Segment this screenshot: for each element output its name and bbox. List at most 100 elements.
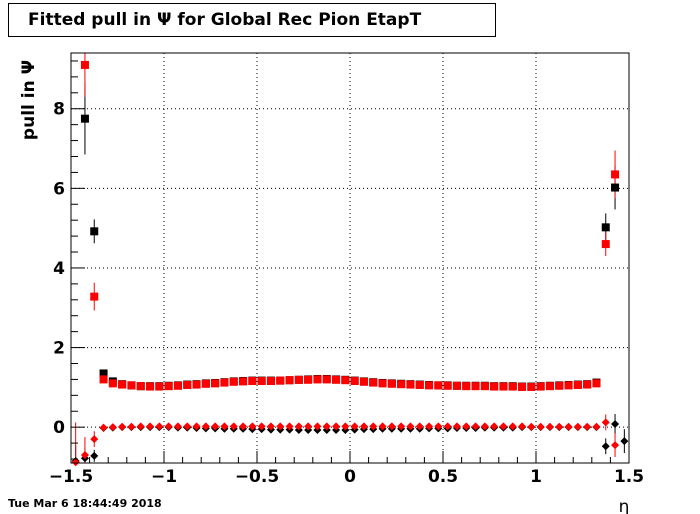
data-point-square <box>573 380 582 389</box>
data-point-diamond <box>183 422 192 431</box>
data-point-square <box>350 377 359 385</box>
data-point-square <box>592 379 601 388</box>
data-point-square <box>462 382 471 391</box>
data-point-square <box>425 381 434 390</box>
data-point-diamond <box>294 422 303 431</box>
data-point-square <box>164 382 173 391</box>
data-point-square <box>201 379 210 388</box>
data-point-diamond <box>583 422 592 431</box>
data-point-square <box>229 377 238 386</box>
data-point-diamond <box>322 422 331 431</box>
data-point-diamond <box>239 422 248 431</box>
data-point-square <box>99 375 108 384</box>
data-point-square <box>136 382 145 391</box>
data-point-diamond <box>564 422 573 431</box>
data-point-diamond <box>127 422 136 431</box>
data-point-diamond <box>536 422 545 431</box>
data-point-square <box>499 382 508 391</box>
data-point-diamond <box>341 422 350 431</box>
x-tick-label: −1 <box>151 467 177 487</box>
data-point-diamond <box>611 419 620 428</box>
data-point-square <box>378 379 387 388</box>
data-point-diamond <box>573 422 582 431</box>
data-point-diamond <box>397 422 406 431</box>
y-tick-label: 6 <box>53 179 65 199</box>
data-point-diamond <box>350 422 359 431</box>
data-point-square <box>248 377 257 385</box>
data-point-square <box>369 378 378 387</box>
y-tick-label: 4 <box>53 259 65 279</box>
data-point-diamond <box>173 422 182 431</box>
data-point-square <box>471 382 480 391</box>
data-points <box>71 60 629 467</box>
data-point-diamond <box>71 458 80 467</box>
data-point-square <box>555 381 564 390</box>
data-point-diamond <box>155 422 164 431</box>
y-tick-label: 2 <box>53 339 65 359</box>
data-point-square <box>294 375 303 384</box>
data-point-square <box>545 382 554 391</box>
timestamp: Tue Mar 6 18:44:49 2018 <box>8 497 162 510</box>
data-point-square <box>415 380 424 389</box>
data-point-diamond <box>387 422 396 431</box>
data-point-diamond <box>257 422 266 431</box>
data-point-square <box>239 377 248 386</box>
data-point-diamond <box>108 423 117 432</box>
data-point-square <box>406 380 415 389</box>
data-point-square <box>118 380 127 389</box>
data-point-diamond <box>620 437 629 446</box>
data-point-diamond <box>499 422 508 431</box>
data-point-square <box>90 292 99 301</box>
data-point-diamond <box>471 422 480 431</box>
x-tick-label: 1 <box>530 467 542 487</box>
data-point-square <box>99 369 108 378</box>
data-point-diamond <box>248 422 257 431</box>
data-point-diamond <box>80 451 89 460</box>
data-point-diamond <box>518 422 527 431</box>
data-point-diamond <box>369 422 378 431</box>
data-point-square <box>359 377 368 386</box>
data-point-square <box>443 381 452 390</box>
data-point-square <box>220 378 229 387</box>
x-axis-label: η <box>619 497 630 514</box>
data-point-diamond <box>462 422 471 431</box>
data-point-square <box>387 379 396 388</box>
data-point-square <box>127 381 136 390</box>
data-point-diamond <box>490 422 499 431</box>
data-point-square <box>452 381 461 390</box>
data-point-diamond <box>443 422 452 431</box>
x-tick-label: 1.5 <box>614 467 644 487</box>
data-point-square <box>183 380 192 389</box>
data-point-square <box>332 375 341 384</box>
data-point-square <box>611 170 620 179</box>
data-point-square <box>611 183 620 192</box>
data-point-diamond <box>211 422 220 431</box>
data-point-diamond <box>406 422 415 431</box>
data-point-square <box>397 380 406 389</box>
data-point-square <box>80 60 89 69</box>
data-point-diamond <box>480 422 489 431</box>
data-point-square <box>601 240 610 249</box>
data-point-diamond <box>201 422 210 431</box>
data-point-diamond <box>359 422 368 431</box>
data-point-diamond <box>136 422 145 431</box>
data-point-diamond <box>601 442 610 451</box>
data-point-diamond <box>434 422 443 431</box>
data-point-diamond <box>285 422 294 431</box>
data-point-square <box>564 381 573 390</box>
x-tick-label: 0.5 <box>428 467 458 487</box>
data-point-diamond <box>164 422 173 431</box>
data-point-square <box>536 382 545 391</box>
x-tick-label: 0 <box>344 467 356 487</box>
data-point-diamond <box>545 422 554 431</box>
data-point-square <box>341 376 350 385</box>
y-tick-label: 0 <box>53 418 65 438</box>
data-point-diamond <box>452 422 461 431</box>
data-point-square <box>583 380 592 389</box>
data-point-diamond <box>527 422 536 431</box>
data-point-diamond <box>555 422 564 431</box>
data-point-square <box>508 382 517 391</box>
data-point-square <box>480 382 489 391</box>
data-point-square <box>146 382 155 391</box>
